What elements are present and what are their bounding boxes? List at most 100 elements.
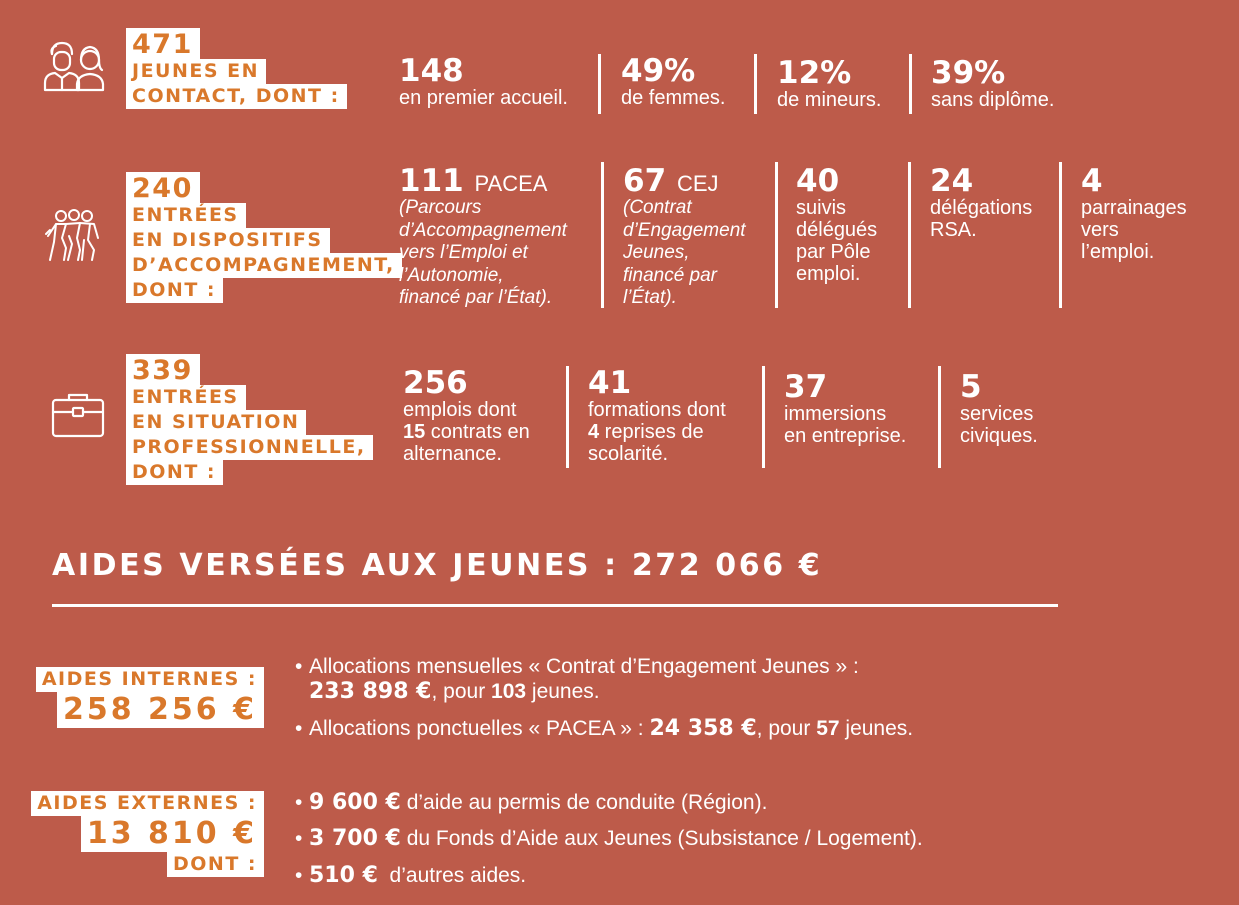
- item-text: jeunes.: [839, 716, 914, 740]
- item-text: du Fonds d’Aide aux Jeunes (Subsistance …: [400, 827, 923, 851]
- people-icon: [43, 41, 105, 92]
- item-text: d’aide au permis de conduite (Région).: [400, 791, 768, 814]
- stat-premier-accueil: 148 en premier accueil.: [399, 56, 568, 110]
- item-amount: 510 €: [309, 862, 378, 888]
- stat-text: de femmes.: [621, 87, 726, 109]
- stat-line: 15 contrats en: [403, 421, 530, 443]
- block3-count: 339: [126, 354, 200, 385]
- stat-line: Jeunes,: [623, 242, 690, 263]
- stat-line: RSA.: [930, 219, 977, 241]
- stat-line: d’Accompagnement: [399, 219, 567, 241]
- stat-text: services civiques.: [960, 403, 1038, 447]
- block3-label-line: PROFESSIONNELLE,: [126, 435, 373, 460]
- stat-femmes: 49% de femmes.: [621, 53, 726, 110]
- stat-unit: PACEA: [474, 171, 548, 196]
- divider: [598, 54, 601, 114]
- crowd-icon: [45, 209, 99, 261]
- stat-text: délégations RSA.: [930, 197, 1032, 241]
- stat-line: vers l’Emploi et: [399, 242, 528, 263]
- stat-line: l’emploi.: [1081, 241, 1155, 263]
- stat-text: en premier accueil.: [399, 87, 568, 109]
- block2-count: 240: [126, 172, 200, 203]
- stat-line: emplois dont: [403, 399, 517, 421]
- list-item: • Allocations mensuelles « Contrat d’Eng…: [295, 655, 859, 705]
- divider: [601, 162, 604, 308]
- stat-line: suivis: [796, 197, 847, 219]
- list-item: • 510 € d’autres aides.: [295, 862, 527, 888]
- stat-line: d’Engagement: [623, 219, 746, 241]
- stat-count: 15: [403, 421, 426, 443]
- stat-parrainages: 4 parrainages vers l’emploi.: [1081, 166, 1187, 264]
- stat-unit: CEJ: [676, 171, 719, 196]
- stat-line-text: contrats en: [425, 421, 530, 443]
- item-count: 57: [816, 716, 840, 740]
- divider: [938, 366, 941, 468]
- stat-value: 24: [930, 163, 974, 199]
- stat-pacea: 111 PACEA (Parcours d’Accompagnement ver…: [399, 166, 567, 310]
- stat-line: l’Autonomie,: [399, 264, 504, 286]
- stat-line: délégations: [930, 197, 1033, 219]
- aides-externes-list: • 9 600 € d’aide au permis de conduite (…: [295, 790, 923, 899]
- stat-line: délégués: [796, 219, 878, 241]
- stat-text: (Contrat d’Engagement Jeunes, financé pa…: [623, 197, 746, 310]
- block2-label-line: D’ACCOMPAGNEMENT,: [126, 253, 402, 278]
- stat-line: en entreprise.: [784, 425, 907, 447]
- stat-text: sans diplôme.: [931, 89, 1055, 111]
- aides-internes-amount: 258 256 €: [56, 692, 264, 728]
- stat-value: 41: [588, 365, 632, 401]
- stat-sans-diplome: 39% sans diplôme.: [931, 55, 1055, 112]
- divider: [762, 366, 765, 468]
- aides-externes-dont: DONT :: [167, 852, 264, 877]
- item-text: , pour: [756, 716, 817, 740]
- stat-value: 49%: [621, 53, 696, 89]
- stat-line: emploi.: [796, 263, 861, 285]
- stat-rsa: 24 délégations RSA.: [930, 163, 1032, 242]
- divider: [908, 162, 911, 308]
- item-text: d’autres aides.: [377, 863, 527, 887]
- stat-text: parrainages vers l’emploi.: [1081, 197, 1187, 263]
- stat-line: financé par: [623, 264, 718, 286]
- list-item: • 3 700 € du Fonds d’Aide aux Jeunes (Su…: [295, 826, 923, 852]
- stat-text: de mineurs.: [777, 89, 882, 111]
- stat-text: suivis délégués par Pôle emploi.: [796, 197, 877, 285]
- aides-internes-label: AIDES INTERNES :: [35, 667, 264, 692]
- block3-label-line: ENTRÉES: [126, 385, 246, 410]
- block1-label-line: CONTACT, DONT :: [126, 84, 347, 109]
- stat-line: services: [960, 403, 1034, 425]
- item-amount: 9 600 €: [309, 790, 401, 815]
- block3-label-line: DONT :: [126, 460, 223, 485]
- aides-externes-label: AIDES EXTERNES :: [31, 791, 264, 816]
- aides-internes-list: • Allocations mensuelles « Contrat d’Eng…: [295, 654, 913, 752]
- stat-value: 39%: [931, 55, 1006, 91]
- item-text: Allocations ponctuelles « PACEA » :: [309, 716, 650, 740]
- stat-line: (Parcours: [399, 197, 482, 218]
- list-item: • Allocations ponctuelles « PACEA » : 24…: [295, 715, 914, 741]
- divider: [566, 366, 569, 468]
- section-rule: [52, 604, 1058, 607]
- stat-line: (Contrat: [623, 197, 692, 218]
- item-text: , pour: [431, 680, 492, 704]
- briefcase-icon: [51, 393, 105, 438]
- stat-value: 12%: [777, 55, 852, 91]
- divider: [1059, 162, 1062, 308]
- stat-value: 5: [960, 369, 982, 405]
- stat-emplois: 256 emplois dont 15 contrats en alternan…: [403, 365, 530, 466]
- block3-label-line: EN SITUATION: [126, 410, 307, 435]
- stat-text: formations dont 4 reprises de scolarité.: [588, 399, 726, 465]
- stat-immersions: 37 immersions en entreprise.: [784, 372, 906, 448]
- item-amount: 3 700 €: [309, 826, 401, 852]
- block1-count: 471: [126, 28, 200, 59]
- stat-line: civiques.: [960, 425, 1038, 447]
- stat-text: immersions en entreprise.: [784, 403, 906, 447]
- list-item: • 9 600 € d’aide au permis de conduite (…: [295, 790, 768, 815]
- item-amount: 233 898 €: [309, 679, 432, 705]
- aides-externes-amount: 13 810 €: [80, 816, 264, 852]
- section-title: AIDES VERSÉES AUX JEUNES : 272 066 €: [52, 548, 823, 583]
- stat-value: 256: [403, 365, 468, 401]
- stat-line: financé par l’État).: [399, 287, 553, 308]
- block2-label-line: EN DISPOSITIFS: [126, 228, 330, 253]
- item-amount: 24 358 €: [649, 715, 757, 741]
- item-count: 103: [491, 680, 527, 704]
- stat-text: (Parcours d’Accompagnement vers l’Emploi…: [399, 197, 567, 310]
- stat-text: emplois dont 15 contrats en alternance.: [403, 399, 530, 465]
